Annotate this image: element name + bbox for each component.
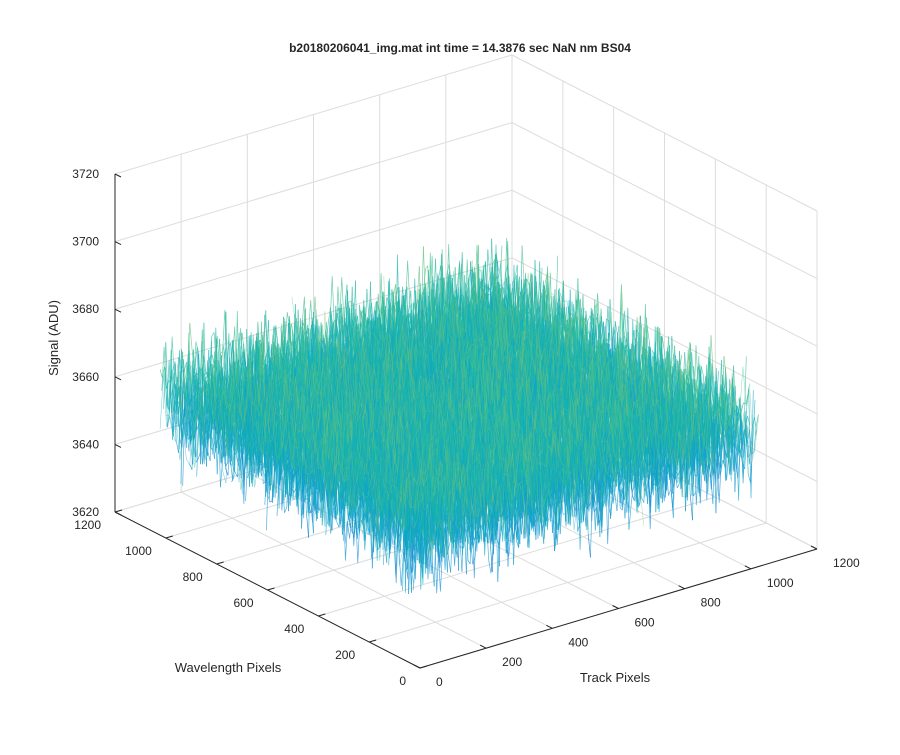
x-tick-label: 600 — [635, 616, 655, 630]
surface-mesh-line — [269, 500, 273, 503]
z-axis-label: Signal (ADU) — [46, 300, 61, 376]
surface-mesh-line — [400, 293, 662, 471]
surface-mesh-line — [502, 320, 506, 344]
surface-mesh-line — [305, 510, 309, 538]
y-tick-label: 200 — [335, 648, 355, 662]
y-tick-label: 0 — [399, 674, 406, 688]
z-tick-label: 3620 — [72, 505, 99, 519]
surface-mesh-line — [689, 493, 693, 521]
surface-mesh-line — [297, 327, 558, 527]
x-tick-label: 200 — [502, 655, 522, 669]
surface-mesh-line — [425, 265, 428, 269]
surface-mesh-line — [435, 295, 696, 475]
surface-mesh-line — [194, 378, 455, 548]
ticks: 3620 3640 3660 3680 3700 3720 0 200 400 600 800 100… — [72, 167, 860, 689]
side-wall-gridline-z — [511, 189, 818, 347]
surface-mesh-line — [257, 347, 518, 542]
x-tick-label: 0 — [436, 675, 443, 689]
z-tick-label: 3720 — [72, 167, 99, 181]
surface-mesh-line — [303, 329, 564, 528]
surface-mesh-line — [440, 280, 702, 484]
y-tick-mark — [114, 509, 123, 513]
x-tick-mark — [546, 624, 553, 629]
z-tick-mark — [114, 173, 122, 178]
back-wall-gridline-z — [114, 54, 513, 175]
x-tick-mark — [612, 605, 619, 609]
surface-mesh-line — [498, 272, 759, 462]
x-tick-label: 800 — [701, 596, 721, 610]
side-wall-gridline-z — [511, 122, 818, 280]
surface-mesh-line — [587, 534, 591, 558]
x-tick-mark — [810, 545, 818, 550]
surface — [159, 237, 759, 595]
surface-mesh-line — [171, 365, 432, 558]
z-tick-mark — [114, 241, 122, 246]
surface-mesh-line — [317, 330, 321, 352]
z-tick-mark — [114, 511, 122, 516]
surface-mesh-line — [431, 455, 719, 587]
y-tick-label: 800 — [183, 570, 203, 584]
chart-title: b20180206041_img.mat int time = 14.3876 … — [289, 41, 631, 55]
surface-mesh-line — [280, 327, 541, 532]
surface-mesh-line — [159, 374, 421, 584]
x-tick-mark — [678, 585, 685, 590]
z-tick-label: 3640 — [72, 437, 99, 451]
surface-mesh-line — [467, 560, 471, 565]
back-wall-gridline-z — [114, 122, 513, 243]
surface-mesh-line — [481, 281, 742, 482]
y-tick-label: 1200 — [74, 518, 101, 532]
surface-mesh-line — [225, 468, 229, 476]
y-tick-mark — [165, 535, 173, 539]
surface-mesh-line — [234, 362, 495, 536]
z-tick-label: 3680 — [72, 302, 99, 316]
surface-mesh-line — [579, 298, 583, 329]
x-tick-label: 1000 — [767, 576, 794, 590]
y-tick-label: 1000 — [125, 544, 152, 558]
z-tick-label: 3660 — [72, 370, 99, 384]
z-tick-mark — [114, 376, 122, 381]
surface-mesh-line — [723, 356, 727, 377]
x-tick-label: 1200 — [833, 556, 860, 570]
surface-mesh-line — [337, 325, 599, 516]
back-wall-gridline-z — [114, 189, 513, 310]
x-tick-label: 400 — [568, 635, 588, 649]
x-axis-label: Track Pixels — [580, 670, 651, 685]
y-tick-label: 400 — [284, 622, 304, 636]
z-tick-mark — [114, 443, 122, 448]
y-tick-mark — [369, 639, 377, 643]
surface-mesh-line — [489, 538, 493, 573]
surface-mesh-line — [405, 562, 409, 580]
surface-mesh-line — [406, 304, 667, 498]
surface-mesh-line — [189, 322, 193, 349]
surface-mesh-line — [469, 276, 731, 472]
surface-mesh-line — [506, 482, 612, 558]
y-axis-label: Wavelength Pixels — [175, 660, 282, 675]
surface-mesh-line — [492, 284, 754, 444]
side-wall-gridline-z — [511, 54, 818, 212]
x-tick-mark — [744, 565, 752, 570]
y-tick-label: 600 — [233, 596, 253, 610]
surface-mesh-line — [177, 364, 438, 544]
surface-mesh-line — [416, 289, 420, 331]
z-tick-mark — [114, 308, 122, 313]
surface-mesh-line — [486, 274, 748, 458]
y-tick-mark — [267, 587, 275, 591]
y-tick-mark — [318, 613, 326, 617]
surface-mesh-line — [577, 298, 581, 301]
x-tick-mark — [413, 664, 421, 669]
z-tick-label: 3700 — [72, 235, 99, 249]
floor-gridline-y — [318, 496, 716, 617]
surface-mesh-line — [286, 319, 547, 523]
y-tick-mark — [216, 561, 224, 565]
surface-mesh-line — [416, 245, 479, 305]
x-tick-mark — [479, 644, 487, 649]
floor-gridline-y — [369, 522, 767, 643]
y-tick-mark — [419, 665, 428, 669]
